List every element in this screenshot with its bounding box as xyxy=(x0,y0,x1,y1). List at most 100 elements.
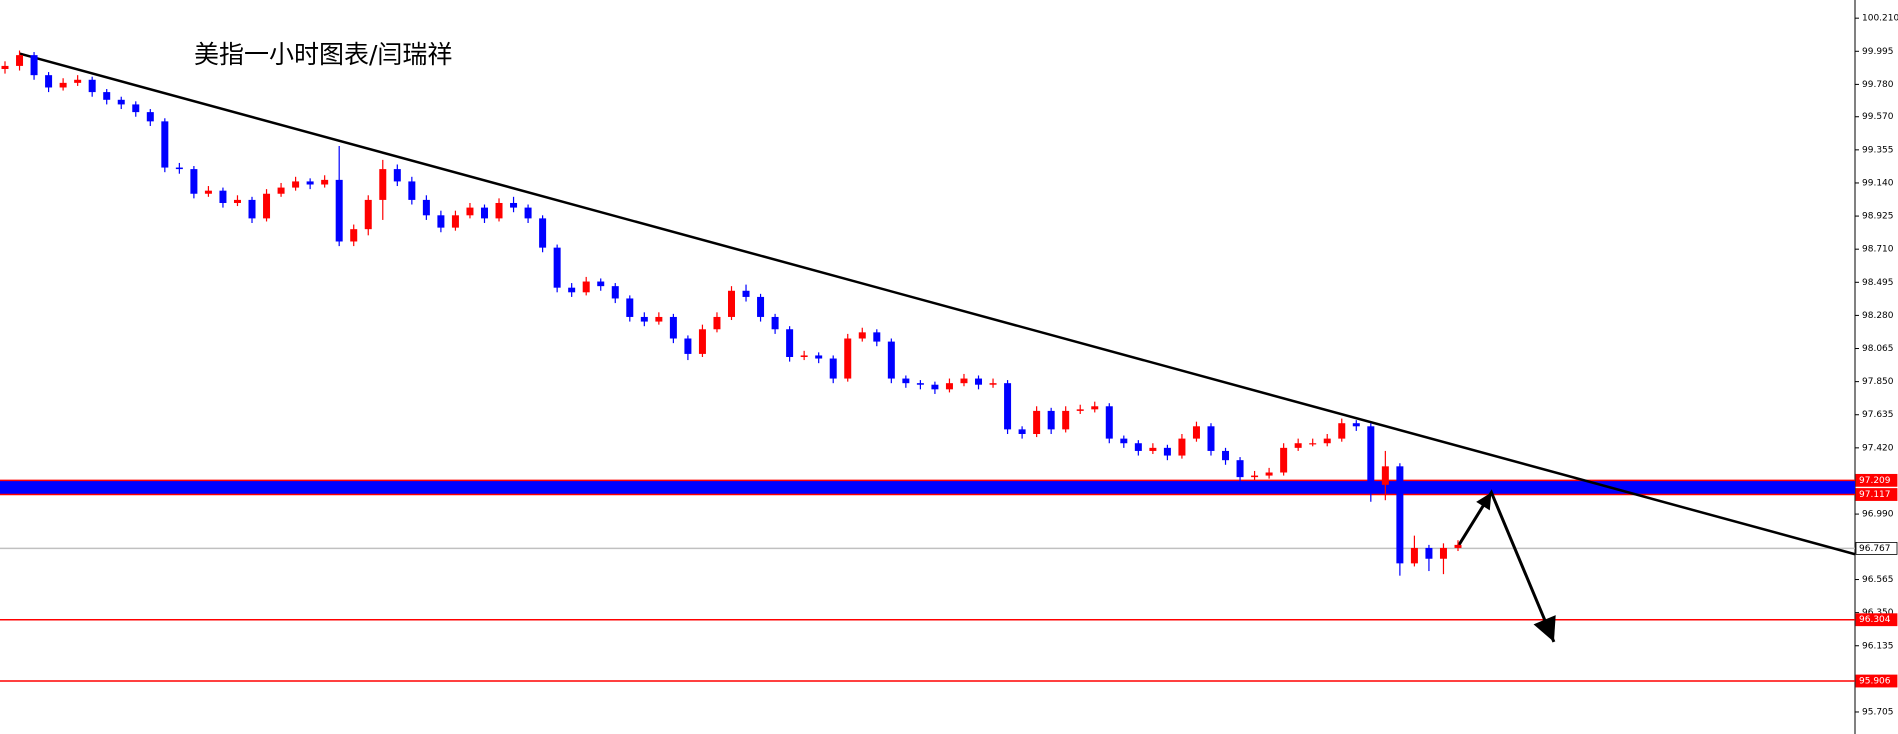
annotations xyxy=(19,52,1855,643)
candle-body xyxy=(393,169,401,182)
candle-body xyxy=(800,355,808,357)
candle-body xyxy=(103,92,111,100)
y-tick-label: 98.065 xyxy=(1862,344,1894,354)
candle-body xyxy=(277,187,285,194)
y-tick-label: 98.495 xyxy=(1862,278,1894,288)
zone xyxy=(0,480,1855,495)
candle-body xyxy=(640,316,648,322)
candle-body xyxy=(916,383,924,385)
candle-body xyxy=(422,199,430,216)
candle-body xyxy=(1105,406,1113,439)
candle-body xyxy=(539,218,547,248)
price-box-label: 95.906 xyxy=(1859,677,1891,687)
candle-body xyxy=(1163,447,1171,456)
candle-body xyxy=(887,341,895,379)
candle-body xyxy=(626,298,634,317)
candle-body xyxy=(713,316,721,330)
candle-body xyxy=(945,383,953,390)
candle-body xyxy=(480,207,488,219)
candle-body xyxy=(1338,423,1346,439)
candles xyxy=(1,50,1462,576)
candle-body xyxy=(1076,409,1084,411)
y-tick-label: 96.135 xyxy=(1862,641,1894,651)
price-box-label: 96.304 xyxy=(1859,615,1891,625)
candle-body xyxy=(350,229,358,242)
candle-body xyxy=(524,207,532,219)
y-tick-label: 99.140 xyxy=(1862,178,1894,188)
candle-body xyxy=(873,332,881,342)
candle-body xyxy=(1192,426,1200,439)
candle-body xyxy=(321,179,329,185)
candle-body xyxy=(902,378,910,384)
candle-body xyxy=(815,355,823,359)
candle-body xyxy=(1062,410,1070,430)
candle-body xyxy=(786,329,794,357)
candle-body xyxy=(1367,426,1375,485)
candle-body xyxy=(1120,438,1128,444)
y-tick-label: 99.780 xyxy=(1862,80,1894,90)
candle-body xyxy=(233,199,241,203)
candle-body xyxy=(1178,438,1186,456)
candle-body xyxy=(132,104,140,113)
candle-body xyxy=(858,332,866,339)
candle-body xyxy=(655,316,663,322)
levels xyxy=(0,479,1855,682)
candle-body xyxy=(1207,426,1215,451)
candle-body xyxy=(960,378,968,384)
price-box-label: 97.209 xyxy=(1859,476,1891,486)
candle-body xyxy=(1251,475,1259,478)
candle-body xyxy=(597,281,605,287)
candle-body xyxy=(931,384,939,390)
candle-body xyxy=(975,378,983,385)
candle-body xyxy=(408,181,416,200)
price-boxes: 97.209 97.117 96.767 96.304 95.906 xyxy=(1855,473,1898,688)
y-tick-label: 98.925 xyxy=(1862,212,1894,222)
y-tick-label: 96.990 xyxy=(1862,510,1894,520)
candle-body xyxy=(466,207,474,216)
candle-body xyxy=(568,287,576,293)
candle-body xyxy=(669,316,677,339)
y-tick-label: 99.570 xyxy=(1862,112,1894,122)
candle-body xyxy=(728,290,735,317)
candle-body xyxy=(1294,443,1302,448)
y-tick-label: 96.565 xyxy=(1862,575,1894,585)
y-tick-label: 100.210 xyxy=(1862,14,1898,24)
y-tick-label: 97.420 xyxy=(1862,443,1894,453)
candle-body xyxy=(16,55,24,66)
arrow xyxy=(1456,489,1556,643)
candle-body xyxy=(190,169,198,194)
candle-body xyxy=(1381,466,1389,485)
candle-body xyxy=(1236,460,1244,478)
y-tick-label: 95.705 xyxy=(1862,707,1894,717)
candle-body xyxy=(1410,547,1418,564)
candle-body xyxy=(204,190,212,194)
candle-body xyxy=(335,179,343,242)
candle-body xyxy=(161,121,169,168)
candle-body xyxy=(306,181,314,185)
candle-body xyxy=(379,169,387,200)
price-box xyxy=(1855,674,1898,688)
candle-body xyxy=(263,193,271,219)
candle-body xyxy=(1004,383,1012,430)
candle-body xyxy=(771,316,779,330)
candle-body xyxy=(74,79,82,83)
candle-body xyxy=(117,99,125,105)
y-tick-label: 99.995 xyxy=(1862,47,1894,57)
candle-body xyxy=(1149,447,1157,451)
candle-body xyxy=(510,202,518,208)
price-box xyxy=(1855,488,1898,501)
candle-body xyxy=(1454,544,1462,548)
candle-body xyxy=(553,247,561,288)
price-box-label: 96.767 xyxy=(1859,544,1891,554)
candle-body xyxy=(30,55,38,76)
candle-body xyxy=(88,79,96,93)
y-tick-label: 97.635 xyxy=(1862,410,1894,420)
y-tick-label: 98.280 xyxy=(1862,311,1894,321)
y-tick-label: 99.355 xyxy=(1862,145,1894,155)
candle-body xyxy=(1352,423,1360,427)
candle-body xyxy=(451,215,459,228)
candle-body xyxy=(1033,410,1041,434)
candle-body xyxy=(742,290,750,297)
axis-labels: 100.210 99.995 99.780 99.570 99.355 99.140 98.… xyxy=(1855,14,1898,717)
